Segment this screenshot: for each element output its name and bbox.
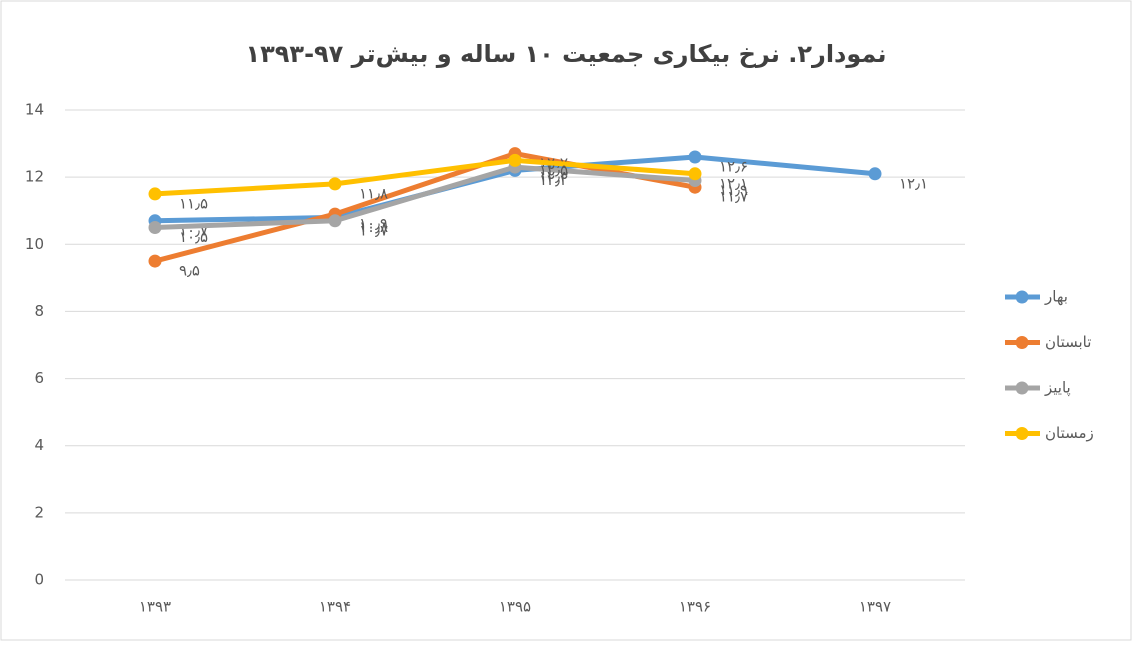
data-label: ۱۱٫۹	[719, 181, 748, 199]
data-point	[328, 177, 342, 191]
x-tick-label: ۱۳۹۷	[859, 598, 891, 616]
legend-marker	[1015, 381, 1029, 395]
data-point	[868, 167, 882, 181]
y-tick-label: 8	[34, 302, 44, 320]
y-tick-label: 0	[34, 571, 44, 589]
legend-label: بهار	[1044, 288, 1068, 306]
data-label: ۱۲٫۶	[719, 158, 748, 176]
y-tick-label: 4	[34, 436, 44, 454]
data-point	[148, 254, 162, 268]
data-label: ۱۲٫۱	[719, 174, 748, 192]
y-tick-label: 14	[25, 101, 44, 119]
series-line	[152, 164, 698, 230]
y-tick-label: 6	[34, 369, 44, 387]
y-tick-label: 12	[25, 168, 44, 186]
legend-label: تابستان	[1045, 333, 1091, 351]
data-point	[148, 221, 162, 234]
data-point	[508, 153, 522, 167]
data-label: ۱۰٫۹	[359, 215, 388, 233]
data-label: ۹٫۵	[179, 262, 200, 280]
x-tick-label: ۱۳۹۶	[679, 598, 711, 616]
data-label: ۱۰٫۷	[359, 221, 388, 239]
data-label: ۱۲٫۱	[899, 174, 928, 192]
data-point	[148, 187, 162, 201]
series-line	[152, 151, 698, 264]
data-label: ۱۰٫۸	[359, 218, 388, 236]
legend-marker	[1015, 290, 1029, 304]
legend-label: زمستان	[1045, 424, 1094, 442]
data-label: ۱۱٫۵	[179, 194, 208, 212]
x-tick-label: ۱۳۹۴	[319, 598, 351, 616]
legend-label: پاییز	[1044, 379, 1071, 398]
data-point	[328, 214, 342, 228]
legend-marker	[1015, 427, 1029, 440]
y-tick-label: 2	[34, 503, 44, 521]
data-label: ۱۱٫۸	[359, 184, 388, 202]
data-label: ۱۲٫۲	[539, 171, 568, 189]
x-tick-label: ۱۳۹۵	[499, 598, 531, 616]
data-label: ۱۲٫۳	[539, 168, 568, 186]
legend-marker	[1015, 336, 1029, 349]
y-tick-label: 10	[25, 235, 44, 253]
data-point	[688, 167, 702, 181]
data-label: ۱۱٫۷	[719, 188, 748, 206]
x-tick-label: ۱۳۹۳	[139, 598, 171, 616]
chart-title: نمودار۲. نرخ بیکاری جمعیت ۱۰ ساله و بیش‌…	[245, 40, 886, 68]
data-label: ۱۲٫۵	[539, 161, 568, 179]
data-point	[688, 150, 702, 164]
series-line	[152, 157, 698, 197]
data-label: ۱۰٫۵	[179, 228, 208, 246]
